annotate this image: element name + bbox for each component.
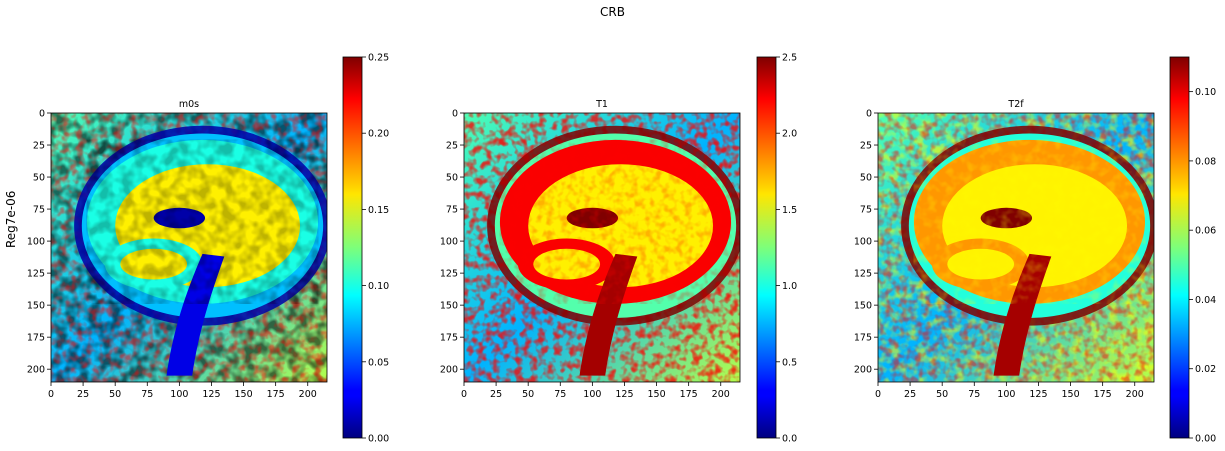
- x-tick-label: 75: [968, 389, 980, 400]
- x-tick-label: 150: [234, 389, 252, 400]
- y-tick-label: 150: [440, 301, 458, 312]
- colorbar-tick-label: 0.20: [368, 129, 389, 140]
- colorbar-tick-label: 0.10: [368, 281, 389, 292]
- y-tick-label: 150: [27, 301, 45, 312]
- colorbar-tick-label: 0.15: [368, 205, 389, 216]
- colorbar: [343, 57, 362, 438]
- colorbar-tick-label: 2.5: [782, 53, 797, 64]
- heatmap-panel-2: T1 0 25 50 75 100 125 150 175 200 0 25 50 75 100 125 150…: [440, 53, 797, 445]
- y-tick-label: 175: [27, 333, 45, 344]
- y-tick-label: 100: [440, 237, 458, 248]
- x-tick-label: 100: [997, 389, 1015, 400]
- y-tick-label: 125: [440, 269, 458, 280]
- colorbar-tick-label: 0.08: [1195, 156, 1216, 167]
- x-tick-label: 125: [615, 389, 633, 400]
- x-tick-label: 175: [680, 389, 698, 400]
- heatmap-image: [878, 113, 1158, 382]
- y-tick-label: 150: [854, 301, 872, 312]
- colorbar-tick-label: 1.5: [782, 205, 797, 216]
- colorbar-tick-label: 0.06: [1195, 226, 1216, 237]
- x-tick-label: 150: [647, 389, 665, 400]
- cortex-texture: [500, 140, 731, 304]
- colorbar-tick-label: 0.5: [782, 357, 797, 368]
- colorbar-tick-label: 0.02: [1195, 364, 1216, 375]
- heatmap-image: [51, 113, 331, 382]
- y-tick-label: 25: [446, 141, 458, 152]
- heatmap-panel-1: m0s 0 25 50 75 100 125 150 175 200 0 25 50 75 100 125 15…: [27, 53, 389, 445]
- x-tick-label: 0: [48, 389, 54, 400]
- y-tick-label: 200: [854, 365, 872, 376]
- heatmap-panel-3: T2f 0 25 50 75 100 125 150 175 200 0 25 50 75 100 125 15…: [854, 57, 1216, 445]
- y-tick-label: 50: [33, 173, 45, 184]
- colorbar-tick-label: 2.0: [782, 129, 797, 140]
- y-tick-label: 75: [446, 205, 458, 216]
- colorbar-tick-label: 0.25: [368, 53, 389, 64]
- x-tick-label: 200: [299, 389, 317, 400]
- y-tick-label: 200: [27, 365, 45, 376]
- colorbar: [757, 57, 776, 438]
- x-tick-label: 25: [490, 389, 502, 400]
- x-tick-label: 200: [712, 389, 730, 400]
- panel-title: m0s: [179, 99, 199, 110]
- y-tick-label: 75: [33, 205, 45, 216]
- x-tick-label: 0: [875, 389, 881, 400]
- x-tick-label: 50: [936, 389, 948, 400]
- panel-title: T2f: [1007, 99, 1024, 110]
- x-tick-label: 50: [109, 389, 121, 400]
- y-tick-label: 0: [39, 109, 45, 120]
- x-tick-label: 25: [904, 389, 916, 400]
- x-tick-label: 100: [583, 389, 601, 400]
- y-tick-label: 0: [452, 109, 458, 120]
- y-tick-label: 50: [860, 173, 872, 184]
- x-tick-label: 50: [522, 389, 534, 400]
- x-tick-label: 25: [77, 389, 89, 400]
- y-tick-label: 0: [866, 109, 872, 120]
- x-tick-label: 175: [1094, 389, 1112, 400]
- panel-title: T1: [595, 99, 608, 110]
- x-tick-label: 200: [1126, 389, 1144, 400]
- cortex-texture: [87, 140, 318, 304]
- y-tick-label: 75: [860, 205, 872, 216]
- colorbar-tick-label: 0.00: [368, 434, 389, 445]
- x-tick-label: 125: [1029, 389, 1047, 400]
- x-tick-label: 75: [554, 389, 566, 400]
- colorbar: [1170, 57, 1189, 438]
- colorbar-tick-label: 0.0: [782, 434, 797, 445]
- y-tick-label: 25: [860, 141, 872, 152]
- colorbar-tick-label: 0.04: [1195, 295, 1216, 306]
- x-tick-label: 150: [1061, 389, 1079, 400]
- y-tick-label: 25: [33, 141, 45, 152]
- y-tick-label: 50: [446, 173, 458, 184]
- x-tick-label: 125: [202, 389, 220, 400]
- x-tick-label: 75: [141, 389, 153, 400]
- x-tick-label: 100: [170, 389, 188, 400]
- colorbar-tick-label: 1.0: [782, 281, 797, 292]
- x-tick-label: 175: [267, 389, 285, 400]
- y-tick-label: 100: [27, 237, 45, 248]
- colorbar-tick-label: 0.00: [1195, 434, 1216, 445]
- y-tick-label: 125: [854, 269, 872, 280]
- y-tick-label: 100: [854, 237, 872, 248]
- heatmap-image: [464, 113, 744, 382]
- y-tick-label: 200: [440, 365, 458, 376]
- y-tick-label: 125: [27, 269, 45, 280]
- y-tick-label: 175: [854, 333, 872, 344]
- y-tick-label: 175: [440, 333, 458, 344]
- x-tick-label: 0: [461, 389, 467, 400]
- colorbar-tick-label: 0.05: [368, 357, 389, 368]
- colorbar-tick-label: 0.10: [1195, 87, 1216, 98]
- cortex-texture: [914, 140, 1145, 304]
